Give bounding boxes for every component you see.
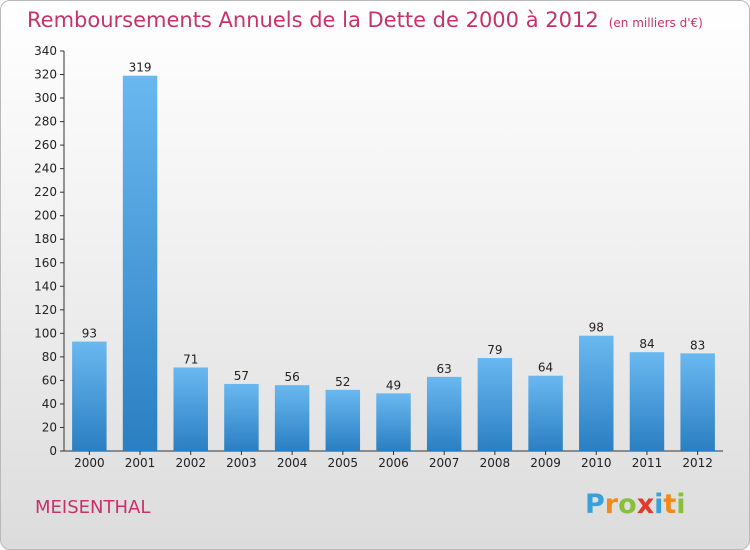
bar: [477, 358, 513, 451]
y-tick-label: 340: [34, 44, 57, 58]
y-tick-label: 240: [34, 162, 57, 176]
y-tick-label: 260: [34, 138, 57, 152]
bar-value-label: 71: [183, 352, 198, 366]
bar: [325, 389, 361, 451]
bar-value-label: 84: [639, 337, 654, 351]
bar: [122, 75, 158, 452]
bar-value-label: 63: [437, 362, 452, 376]
bar-value-label: 79: [487, 343, 502, 357]
bar: [376, 393, 411, 451]
y-tick-label: 20: [42, 420, 57, 434]
y-tick-label: 200: [34, 209, 57, 223]
proxiti-logo: Proxiti: [585, 489, 686, 520]
bar-value-label: 64: [538, 361, 553, 375]
bar-value-label: 93: [82, 327, 97, 341]
x-tick-label: 2010: [581, 456, 612, 470]
bar-value-label: 57: [234, 369, 249, 383]
unit-label: (en milliers d'€): [608, 16, 703, 30]
bar: [528, 375, 563, 451]
x-tick-label: 2004: [277, 456, 308, 470]
x-tick-label: 2005: [328, 456, 359, 470]
x-tick-label: 2008: [480, 456, 511, 470]
y-tick-label: 160: [34, 256, 57, 270]
bar: [224, 383, 259, 451]
x-tick-label: 2006: [378, 456, 409, 470]
y-tick-label: 80: [42, 350, 57, 364]
y-tick-label: 100: [34, 326, 57, 340]
x-tick-label: 2000: [74, 456, 105, 470]
chart-title: Remboursements Annuels de la Dette de 20…: [27, 8, 703, 32]
bar-value-label: 319: [129, 61, 152, 75]
y-tick-label: 220: [34, 185, 57, 199]
bar: [274, 385, 310, 451]
y-tick-label: 120: [34, 303, 57, 317]
city-name: MEISENTHAL: [35, 497, 151, 518]
y-tick-label: 180: [34, 232, 57, 246]
y-tick-label: 140: [34, 279, 57, 293]
bar-value-label: 52: [335, 375, 350, 389]
x-tick-label: 2002: [175, 456, 206, 470]
y-tick-label: 320: [34, 68, 57, 82]
bar: [629, 352, 665, 451]
bar-value-label: 98: [589, 321, 604, 335]
bar: [72, 341, 107, 451]
x-tick-label: 2011: [632, 456, 663, 470]
bar: [426, 376, 462, 451]
x-tick-label: 2001: [125, 456, 156, 470]
y-tick-label: 0: [49, 444, 57, 458]
x-tick-label: 2009: [530, 456, 561, 470]
bar: [173, 367, 208, 451]
y-tick-label: 40: [42, 397, 57, 411]
bar-value-label: 49: [386, 378, 401, 392]
title-text: Remboursements Annuels de la Dette de 20…: [27, 8, 599, 32]
y-tick-label: 280: [34, 115, 57, 129]
bar: [579, 335, 614, 451]
y-tick-label: 60: [42, 373, 57, 387]
bar-value-label: 56: [284, 370, 299, 384]
y-tick-label: 300: [34, 91, 57, 105]
x-tick-label: 2003: [226, 456, 257, 470]
x-tick-label: 2007: [429, 456, 460, 470]
bar-value-label: 83: [690, 338, 705, 352]
x-tick-label: 2012: [682, 456, 713, 470]
bar: [680, 353, 715, 451]
